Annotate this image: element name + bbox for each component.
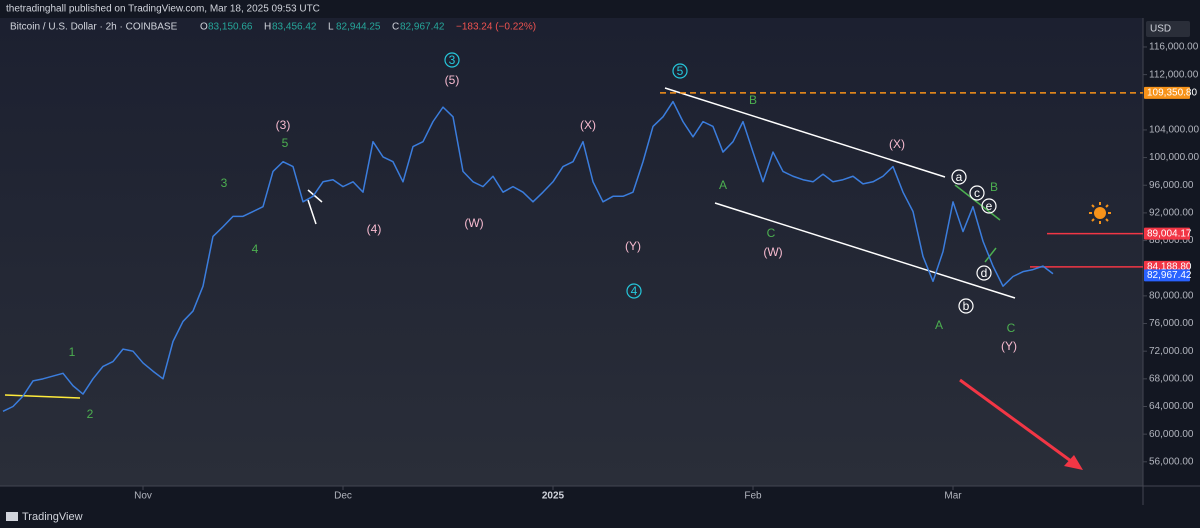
change: −183.24 (−0.22%) xyxy=(456,22,536,33)
y-tick-label: 116,000.00 xyxy=(1149,42,1199,53)
drawing xyxy=(954,184,1001,221)
y-tick-label: 96,000.00 xyxy=(1149,180,1194,191)
drawing xyxy=(307,189,323,203)
wave-label: (5) xyxy=(445,73,460,87)
price-level-box xyxy=(1144,269,1190,282)
wave-label: (Y) xyxy=(625,239,641,253)
symbol: Bitcoin / U.S. Dollar · 2h · COINBASE xyxy=(10,22,178,33)
ohlc-label: C xyxy=(392,22,399,33)
wave-circle xyxy=(958,298,974,314)
wave-label: 4 xyxy=(631,284,638,298)
y-tick-label: 68,000.00 xyxy=(1149,373,1194,384)
price-line xyxy=(2,100,1054,413)
price-level-label: 89,004.17 xyxy=(1147,228,1192,239)
wave-label: 3 xyxy=(449,53,456,67)
wave-label: A xyxy=(935,318,943,332)
wave-label: (3) xyxy=(276,118,291,132)
price-level-box xyxy=(1144,86,1190,99)
y-tick-label: 104,000.00 xyxy=(1149,125,1199,136)
wave-label: (W) xyxy=(763,245,782,259)
wave-circle xyxy=(969,185,985,201)
x-tick-label: Feb xyxy=(744,491,762,502)
wave-label: d xyxy=(981,266,988,280)
x-tick-label: 2025 xyxy=(542,491,565,502)
x-tick-label: Nov xyxy=(134,491,152,502)
wave-label: 4 xyxy=(252,242,259,256)
y-tick-label: 80,000.00 xyxy=(1149,291,1194,302)
wave-label: B xyxy=(990,180,998,194)
wave-circle xyxy=(951,169,967,185)
ohlc-label: L xyxy=(328,22,334,33)
wave-label: (Y) xyxy=(1001,339,1017,353)
wave-label: a xyxy=(956,170,963,184)
drawing xyxy=(307,199,317,225)
wave-label: e xyxy=(986,199,993,213)
wave-label: C xyxy=(1007,321,1016,335)
ohlc-value: 83,456.42 xyxy=(272,22,317,33)
drawing xyxy=(984,247,997,263)
currency-box xyxy=(1146,21,1190,37)
wave-label: (W) xyxy=(464,216,483,230)
price-level-label: 109,350.80 xyxy=(1147,88,1197,99)
header: thetradinghall published on TradingView.… xyxy=(6,4,320,15)
wave-label: B xyxy=(749,93,757,107)
wave-label: (X) xyxy=(889,137,905,151)
y-tick-label: 76,000.00 xyxy=(1149,318,1194,329)
wave-circle xyxy=(976,265,992,281)
y-tick-label: 64,000.00 xyxy=(1149,401,1194,412)
y-tick-label: 88,000.00 xyxy=(1149,235,1194,246)
sun-icon xyxy=(1089,202,1111,224)
wave-label: (4) xyxy=(367,222,382,236)
ohlc-value: 83,150.66 xyxy=(208,22,253,33)
footer: TradingView xyxy=(22,511,83,523)
wave-label: b xyxy=(963,299,970,313)
wave-circle xyxy=(981,198,997,214)
channel-line xyxy=(664,87,946,178)
y-tick-label: 100,000.00 xyxy=(1149,152,1199,163)
ohlc-label: H xyxy=(264,22,271,33)
logo xyxy=(6,512,18,521)
wave-label: 1 xyxy=(69,345,76,359)
wave-label: 2 xyxy=(87,407,94,421)
wave-circle xyxy=(444,52,460,68)
currency: USD xyxy=(1150,24,1171,35)
price-level-label: 84,188.80 xyxy=(1147,262,1192,273)
ohlc-value: 82,944.25 xyxy=(336,22,381,33)
y-tick-label: 56,000.00 xyxy=(1149,456,1194,467)
ohlc-value: 82,967.42 xyxy=(400,22,445,33)
price-level-box xyxy=(1144,227,1190,240)
x-tick-label: Dec xyxy=(334,491,352,502)
ohlc-label: O xyxy=(200,22,208,33)
drawing xyxy=(4,394,81,399)
y-tick-label: 112,000.00 xyxy=(1149,69,1199,80)
y-tick-label: 72,000.00 xyxy=(1149,346,1194,357)
plot-area xyxy=(0,18,1143,486)
wave-label: C xyxy=(767,226,776,240)
arrow xyxy=(959,378,1076,466)
wave-circle xyxy=(626,283,642,299)
wave-label: 5 xyxy=(282,136,289,150)
y-tick-label: 92,000.00 xyxy=(1149,208,1194,219)
x-tick-label: Mar xyxy=(944,491,962,502)
wave-label: A xyxy=(719,178,727,192)
wave-circle xyxy=(672,63,688,79)
wave-label: 5 xyxy=(677,64,684,78)
channel-line xyxy=(714,202,1016,299)
y-tick-label: 60,000.00 xyxy=(1149,429,1194,440)
arrow-head xyxy=(1064,455,1083,470)
price-level-label: 82,967.42 xyxy=(1147,270,1192,281)
wave-label: (X) xyxy=(580,118,596,132)
wave-label: c xyxy=(974,186,980,200)
wave-label: 3 xyxy=(221,176,228,190)
